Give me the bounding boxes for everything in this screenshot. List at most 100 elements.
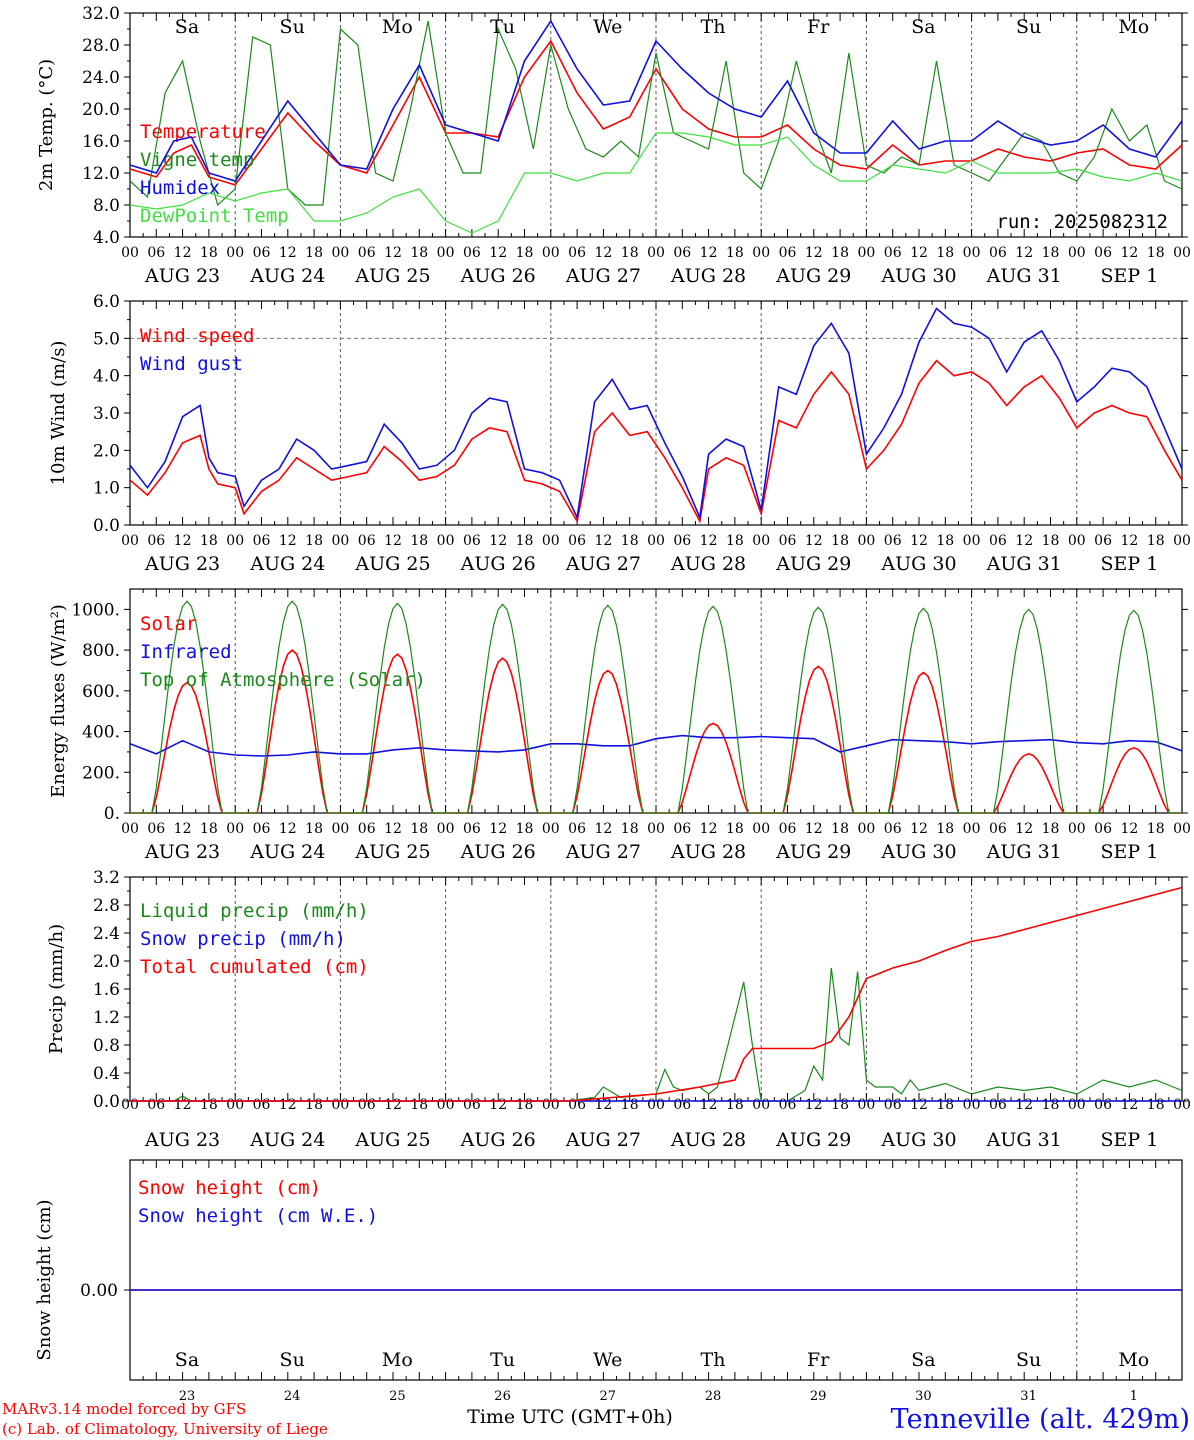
hour-label: 12	[384, 533, 402, 549]
day-name: Mo	[1118, 16, 1149, 38]
hour-label: 18	[621, 533, 639, 549]
hour-label: 06	[568, 821, 586, 837]
footer-station: Tenneville (alt. 429m)	[891, 1404, 1190, 1435]
date-label: AUG 24	[249, 553, 325, 575]
date-label: AUG 30	[880, 265, 956, 287]
hour-label: 00	[1068, 1097, 1086, 1113]
hour-label: 06	[673, 245, 691, 261]
legend-entry: Snow height (cm)	[138, 1177, 321, 1199]
hour-label: 18	[1147, 533, 1165, 549]
y-tick-label: 2.8	[93, 896, 120, 916]
legend-entry: Snow height (cm W.E.)	[138, 1205, 378, 1227]
hour-label: 18	[726, 533, 744, 549]
day-name: We	[593, 16, 622, 38]
hour-label: 12	[805, 821, 823, 837]
hour-label: 00	[963, 1097, 981, 1113]
legend-entry: Snow precip (mm/h)	[140, 928, 346, 950]
y-tick-label: 1.0	[93, 479, 120, 499]
footer-axis-title: Time UTC (GMT+0h)	[467, 1406, 673, 1428]
hour-label: 18	[200, 1097, 218, 1113]
hour-label: 12	[489, 245, 507, 261]
hour-label: 06	[147, 533, 165, 549]
y-tick-label: 0.8	[93, 1036, 120, 1056]
hour-label: 00	[331, 533, 349, 549]
hour-label: 00	[121, 245, 139, 261]
hour-label: 00	[437, 533, 455, 549]
legend-entry: Top of Atmosphere (Solar)	[140, 669, 426, 691]
hour-label: 00	[857, 533, 875, 549]
date-label: AUG 23	[144, 1129, 220, 1151]
hour-label: 00	[857, 821, 875, 837]
hour-label: 18	[621, 1097, 639, 1113]
hour-label: 12	[489, 533, 507, 549]
hour-label: 06	[1094, 821, 1112, 837]
run-label: run: 2025082312	[996, 211, 1168, 233]
y-tick-label: 800.	[82, 641, 120, 661]
y-tick-label: 0.4	[93, 1064, 120, 1084]
date-label: AUG 31	[986, 553, 1062, 575]
series-total-cumulated-cm	[130, 886, 1183, 1102]
day-name: Sa	[175, 1349, 199, 1371]
y-axis-label: Snow height (cm)	[34, 1199, 55, 1360]
hour-label: 12	[279, 245, 297, 261]
hour-label: 12	[279, 821, 297, 837]
hour-label: 06	[358, 533, 376, 549]
day-date-label: 29	[810, 1389, 827, 1404]
date-label: AUG 31	[986, 841, 1062, 863]
hour-label: 00	[542, 245, 560, 261]
day-date-label: 28	[705, 1389, 722, 1404]
hour-label: 06	[253, 533, 271, 549]
date-label: AUG 31	[986, 1129, 1062, 1151]
hour-label: 18	[516, 533, 534, 549]
hour-label: 00	[1173, 245, 1191, 261]
hour-label: 12	[1120, 1097, 1138, 1113]
hour-label: 06	[568, 533, 586, 549]
date-label: AUG 25	[354, 553, 430, 575]
series-infrared	[129, 734, 1183, 757]
hour-label: 18	[305, 245, 323, 261]
hour-label: 12	[1120, 533, 1138, 549]
legend-entry: Liquid precip (mm/h)	[140, 900, 369, 922]
hour-label: 00	[647, 1097, 665, 1113]
date-label: AUG 25	[354, 1129, 430, 1151]
date-label: AUG 28	[670, 553, 746, 575]
y-tick-label: 0.0	[93, 516, 120, 536]
hour-label: 18	[831, 1097, 849, 1113]
hour-label: 12	[279, 1097, 297, 1113]
y-tick-label: 16.0	[82, 132, 120, 152]
hour-label: 12	[805, 533, 823, 549]
hour-label: 00	[963, 821, 981, 837]
day-date-label: 31	[1020, 1389, 1037, 1404]
hour-label: 18	[305, 1097, 323, 1113]
series-wind-gust	[129, 307, 1183, 521]
day-name: Th	[701, 16, 726, 38]
hour-label: 00	[331, 1097, 349, 1113]
y-tick-label: 4.0	[93, 228, 120, 248]
hour-label: 18	[516, 821, 534, 837]
hour-label: 18	[200, 533, 218, 549]
hour-label: 18	[1147, 1097, 1165, 1113]
hour-label: 18	[1042, 245, 1060, 261]
day-name: Su	[280, 1349, 305, 1371]
y-tick-label: 400.	[82, 723, 120, 743]
hour-label: 00	[542, 821, 560, 837]
hour-label: 12	[700, 821, 718, 837]
y-tick-label: 4.0	[93, 367, 120, 387]
footer-model: MARv3.14 model forced by GFS	[2, 1400, 246, 1418]
y-axis-label: Energy fluxes (W/m²)	[48, 604, 69, 798]
hour-label: 18	[936, 1097, 954, 1113]
y-tick-label: 12.0	[82, 164, 120, 184]
plot-frame	[129, 12, 1183, 238]
hour-label: 06	[253, 1097, 271, 1113]
hour-label: 18	[726, 1097, 744, 1113]
date-label: AUG 27	[565, 841, 641, 863]
hour-label: 18	[726, 245, 744, 261]
hour-label: 06	[1094, 245, 1112, 261]
day-name: Mo	[382, 16, 413, 38]
hour-label: 00	[437, 1097, 455, 1113]
date-label: SEP 1	[1100, 1129, 1158, 1151]
hour-label: 00	[857, 245, 875, 261]
day-name: Su	[1016, 1349, 1041, 1371]
hour-label: 06	[989, 245, 1007, 261]
